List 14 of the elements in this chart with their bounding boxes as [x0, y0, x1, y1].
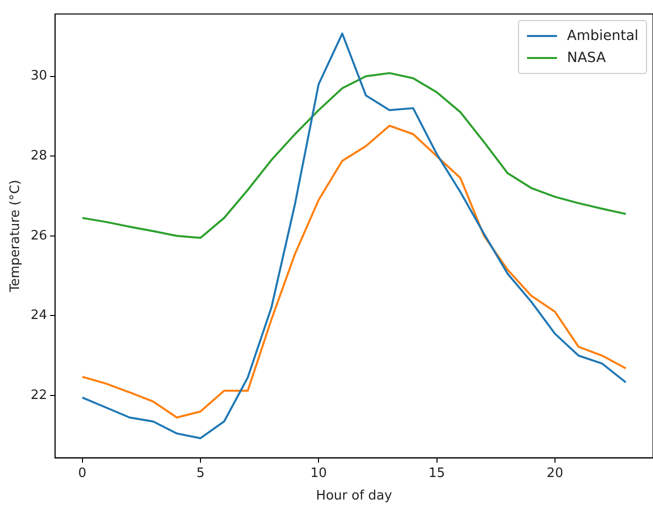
y-tick-label: 30	[30, 68, 48, 84]
y-tick-label: 24	[30, 308, 48, 324]
y-axis-title: Temperature (°C)	[8, 180, 24, 293]
y-tick-label: 22	[30, 388, 48, 403]
x-tick-label: 15	[428, 466, 446, 481]
legend-label: NASA	[567, 50, 606, 66]
x-tick-label: 20	[546, 466, 564, 481]
x-axis-title: Hour of day	[316, 488, 392, 504]
x-tick-label: 0	[78, 466, 86, 481]
y-tick-label: 28	[30, 148, 48, 164]
x-tick-label: 10	[310, 466, 327, 481]
x-tick-label: 5	[196, 466, 205, 481]
y-tick-label: 26	[30, 228, 48, 244]
legend-label: Ambiental	[567, 28, 638, 44]
